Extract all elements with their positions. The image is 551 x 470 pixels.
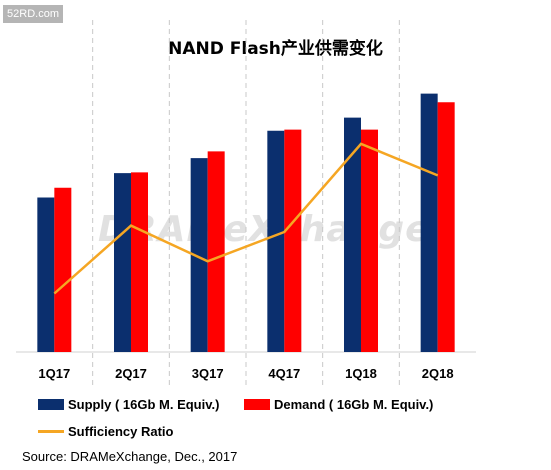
demand-bar <box>437 102 455 352</box>
demand-bar <box>54 187 72 352</box>
x-tick-label: 1Q18 <box>345 366 377 381</box>
x-tick-label: 4Q17 <box>268 366 300 381</box>
legend-label-demand: Demand ( 16Gb M. Equiv.) <box>274 397 434 412</box>
demand-bar <box>207 151 225 352</box>
x-tick-label: 2Q18 <box>422 366 454 381</box>
site-badge: 52RD.com <box>3 5 63 23</box>
x-tick-label: 1Q17 <box>38 366 70 381</box>
supply-bar <box>344 117 361 352</box>
supply-bar <box>420 93 438 352</box>
legend-label-sufficiency: Sufficiency Ratio <box>68 424 174 439</box>
supply-bar <box>190 158 208 352</box>
source-note: Source: DRAMeXchange, Dec., 2017 <box>22 449 238 464</box>
legend-swatch-supply <box>38 399 64 410</box>
demand-bar <box>131 172 148 352</box>
x-tick-label: 3Q17 <box>192 366 224 381</box>
sufficiency-ratio-line <box>53 142 439 295</box>
chart-title: NAND Flash产业供需变化 <box>168 39 383 59</box>
legend-swatch-demand <box>244 399 270 410</box>
demand-bar <box>361 129 378 352</box>
legend-label-supply: Supply ( 16Gb M. Equiv.) <box>68 397 220 412</box>
supply-bar <box>114 173 131 352</box>
legend-swatch-sufficiency <box>38 430 64 433</box>
supply-bar <box>267 130 285 352</box>
legend-item-demand: Demand ( 16Gb M. Equiv.) <box>244 397 433 412</box>
supply-bar <box>37 197 55 352</box>
demand-bar <box>284 129 302 352</box>
legend-item-sufficiency: Sufficiency Ratio <box>38 424 173 439</box>
legend-item-supply: Supply ( 16Gb M. Equiv.) <box>38 397 219 412</box>
x-tick-label: 2Q17 <box>115 366 147 381</box>
